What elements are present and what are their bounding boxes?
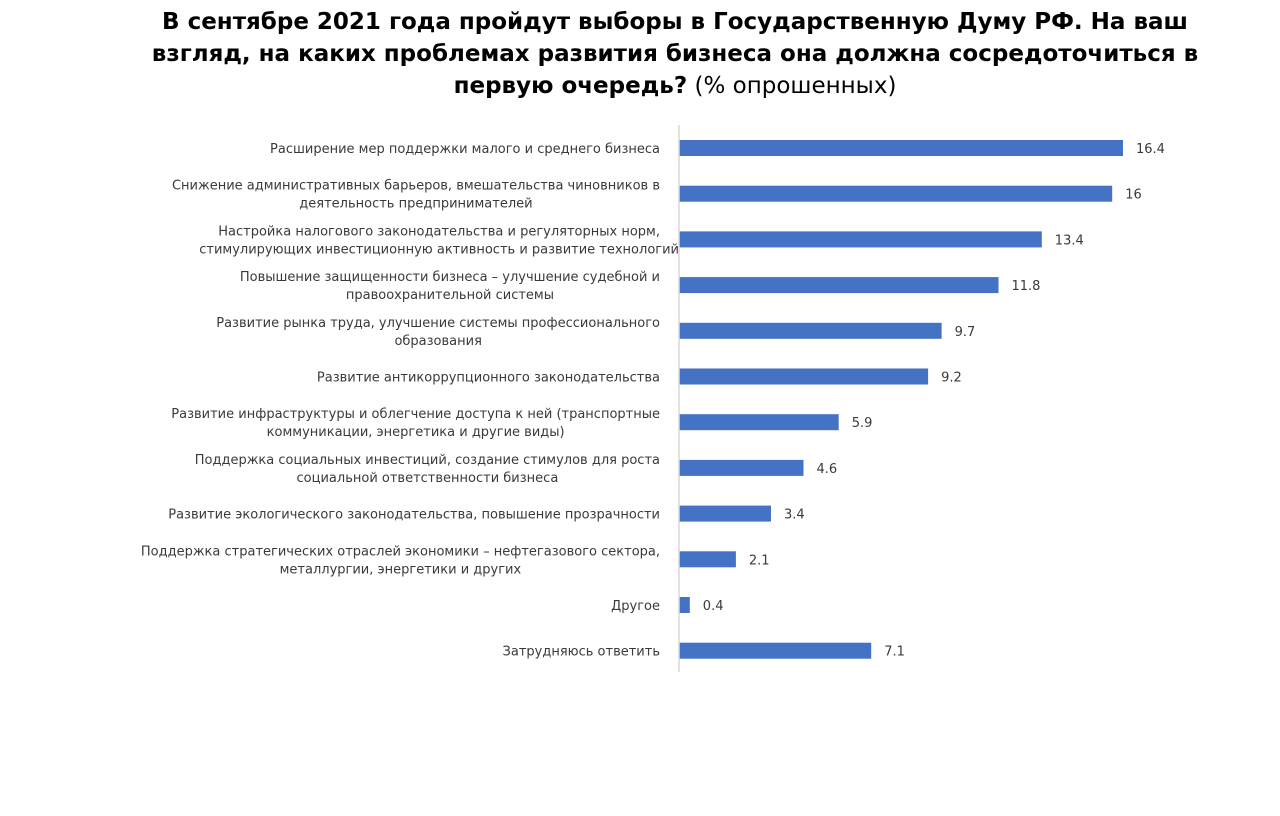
category-label-line: социальной ответственности бизнеса — [297, 471, 559, 486]
value-label-4: 11.8 — [1012, 279, 1041, 294]
category-label-3: Настройка налогового законодательства и … — [199, 224, 679, 257]
value-labels-layer: 16.4 16 13.4 11.8 9.7 9.2 5.9 4.6 3.4 2.1 0.4 7.1 — [703, 142, 1165, 660]
category-label-line: Расширение мер поддержки малого и средне… — [270, 142, 660, 157]
category-labels-layer: Расширение мер поддержки малого и средне… — [141, 142, 679, 660]
bar-12 — [679, 642, 872, 659]
chart-title-main: В сентябре 2021 года пройдут выборы в Го… — [151, 9, 1199, 99]
category-label-line: Затрудняюсь ответить — [503, 645, 660, 660]
category-label-7: Развитие инфраструктуры и облегчение дос… — [171, 407, 660, 440]
category-label-4: Повышение защищенности бизнеса – улучшен… — [240, 270, 660, 303]
value-label-10: 2.1 — [749, 553, 770, 568]
category-label-line: правоохранительной системы — [346, 288, 554, 303]
value-label-9: 3.4 — [784, 508, 805, 523]
bar-4 — [679, 277, 999, 294]
bar-6 — [679, 368, 929, 385]
chart-title-unit: (% опрошенных) — [694, 73, 897, 99]
category-label-line: Настройка налогового законодательства и … — [218, 224, 660, 239]
category-label-line: коммуникации, энергетика и другие виды) — [267, 425, 565, 440]
category-label-10: Поддержка стратегических отраслей эконом… — [141, 544, 660, 577]
category-label-8: Поддержка социальных инвестиций, создани… — [195, 453, 660, 486]
category-label-5: Развитие рынка труда, улучшение системы … — [216, 316, 660, 349]
category-label-line: Развитие экологического законодательства… — [168, 508, 660, 523]
value-label-3: 13.4 — [1055, 233, 1084, 248]
bar-7 — [679, 414, 839, 431]
category-label-line: Другое — [611, 599, 660, 614]
bar-1 — [679, 140, 1123, 156]
value-label-6: 9.2 — [941, 371, 962, 386]
category-label-12: Затрудняюсь ответить — [503, 645, 660, 660]
value-label-8: 4.6 — [817, 462, 838, 477]
category-label-1: Расширение мер поддержки малого и средне… — [270, 142, 660, 157]
category-label-line: Развитие антикоррупционного законодатель… — [317, 371, 660, 386]
category-label-line: Развитие рынка труда, улучшение системы … — [216, 316, 660, 331]
category-label-2: Снижение административных барьеров, вмеш… — [172, 179, 660, 212]
category-label-line: Поддержка стратегических отраслей эконом… — [141, 544, 660, 559]
category-label-line: металлургии, энергетики и других — [280, 562, 522, 577]
category-label-line: Снижение административных барьеров, вмеш… — [172, 179, 660, 194]
category-label-line: образования — [394, 334, 481, 349]
category-label-line: стимулирующих инвестиционную активность … — [199, 242, 679, 257]
bar-9 — [679, 505, 771, 522]
category-label-9: Развитие экологического законодательства… — [168, 508, 660, 523]
bar-3 — [679, 231, 1042, 248]
bar-11 — [679, 597, 690, 613]
bar-8 — [679, 459, 804, 476]
bar-10 — [679, 551, 736, 568]
bar-2 — [679, 185, 1113, 202]
value-label-12: 7.1 — [884, 645, 905, 660]
value-label-11: 0.4 — [703, 599, 724, 614]
value-label-5: 9.7 — [955, 325, 976, 340]
value-label-2: 16 — [1125, 188, 1142, 203]
category-label-line: деятельность предпринимателей — [299, 197, 532, 212]
value-label-1: 16.4 — [1136, 142, 1165, 157]
category-label-6: Развитие антикоррупционного законодатель… — [317, 371, 660, 386]
bar-5 — [679, 322, 942, 339]
value-label-7: 5.9 — [852, 416, 873, 431]
bars-layer — [679, 140, 1123, 659]
category-label-11: Другое — [611, 599, 660, 614]
category-label-line: Развитие инфраструктуры и облегчение дос… — [171, 407, 660, 422]
category-label-line: Повышение защищенности бизнеса – улучшен… — [240, 270, 660, 285]
category-label-line: Поддержка социальных инвестиций, создани… — [195, 453, 660, 468]
chart-title: В сентябре 2021 года пройдут выборы в Го… — [150, 6, 1200, 102]
